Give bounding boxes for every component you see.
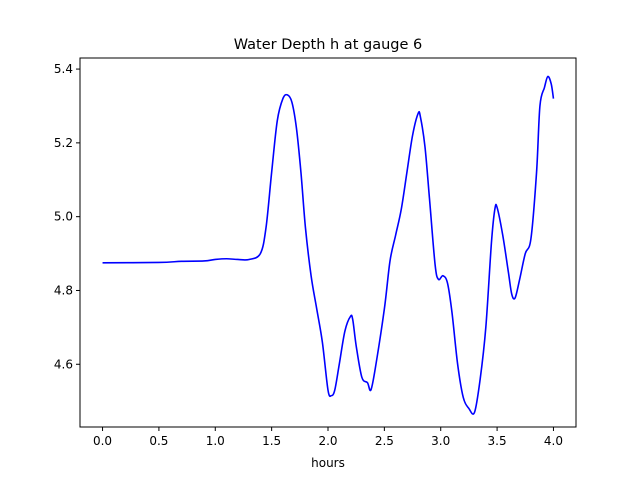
x-tick-label: 2.0	[318, 434, 337, 448]
y-tick-label: 5.0	[54, 210, 73, 224]
x-tick-label: 4.0	[544, 434, 563, 448]
x-tick-label: 1.5	[262, 434, 281, 448]
x-tick-label: 3.5	[488, 434, 507, 448]
y-tick-label: 4.6	[54, 357, 73, 371]
y-tick-label: 5.4	[54, 62, 73, 76]
x-tick-label: 3.0	[431, 434, 450, 448]
x-tick-label: 0.5	[149, 434, 168, 448]
series-line	[102, 75, 555, 415]
y-tick-label: 4.8	[54, 283, 73, 297]
y-tick-label: 5.2	[54, 136, 73, 150]
y-axis: 4.6 4.8 5.0 5.2 5.4	[54, 62, 80, 371]
chart-title: Water Depth h at gauge 6	[234, 37, 422, 53]
x-axis-label: hours	[311, 456, 345, 470]
x-tick-label: 2.5	[375, 434, 394, 448]
x-tick-label: 0.0	[93, 434, 112, 448]
x-axis: 0.0 0.5 1.0 1.5 2.0 2.5 3.0 3.5 4.0	[93, 427, 563, 448]
x-tick-label: 1.0	[206, 434, 225, 448]
plot-area	[102, 75, 555, 415]
